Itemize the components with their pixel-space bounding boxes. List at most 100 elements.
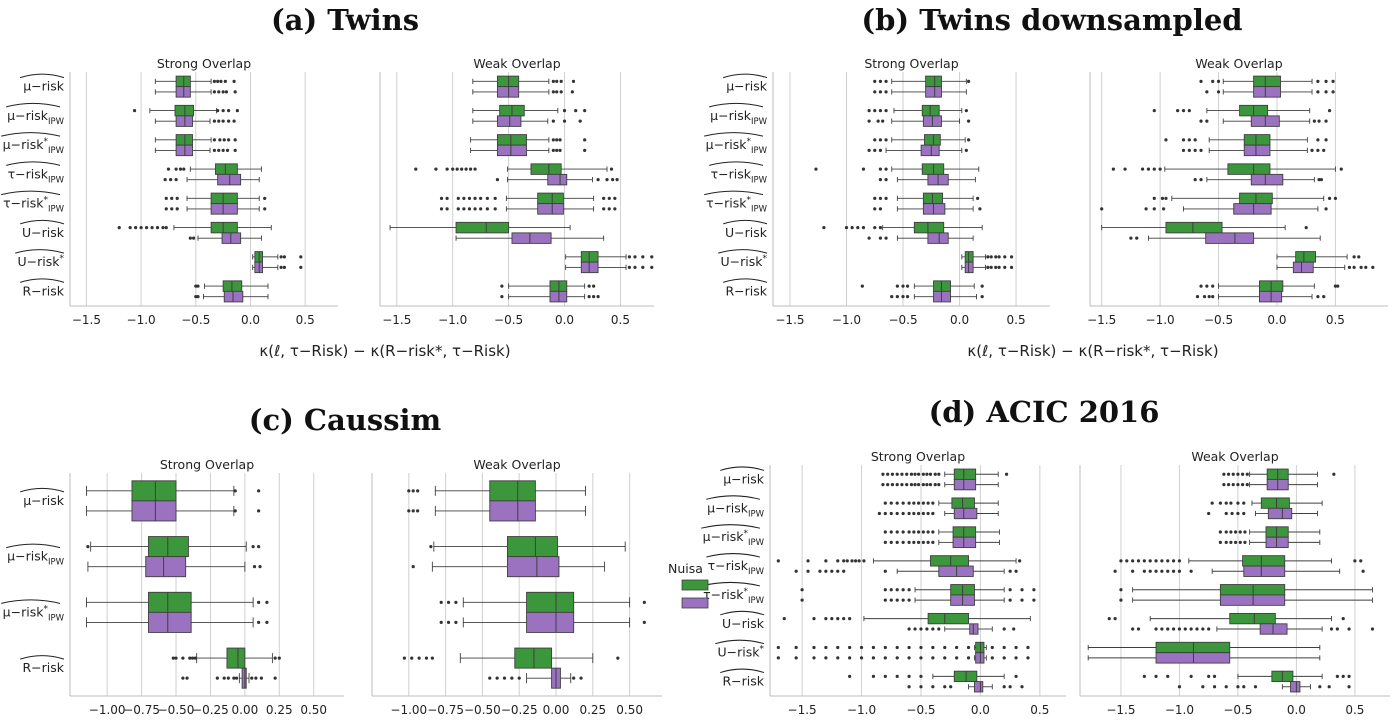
box-green — [530, 163, 562, 175]
outlier-point — [456, 207, 460, 211]
outlier-point — [1142, 569, 1146, 573]
box-purple — [511, 232, 552, 244]
box-green — [496, 134, 527, 146]
y-tick-label: U−risk* — [721, 254, 768, 269]
outlier-point — [1166, 627, 1170, 631]
outlier-point — [410, 656, 414, 660]
x-tick-label: −0.5 — [181, 313, 210, 327]
outlier-point — [219, 79, 223, 83]
outlier-point — [485, 196, 489, 200]
outlier-point — [1347, 674, 1351, 678]
outlier-point — [812, 645, 816, 650]
outlier-point — [1218, 501, 1222, 505]
outlier-point — [1335, 627, 1339, 631]
x-tick-label: −0.5 — [906, 703, 935, 717]
outlier-point — [1177, 627, 1182, 631]
outlier-point — [895, 511, 899, 516]
hat-mark — [723, 278, 768, 283]
outlier-point — [873, 79, 877, 83]
outlier-point — [1322, 148, 1326, 152]
outlier-point — [1032, 598, 1036, 602]
outlier-point — [895, 656, 899, 660]
outlier-point — [814, 167, 818, 171]
x-tick-label: 0.0 — [241, 313, 260, 327]
outlier-point — [1333, 196, 1338, 200]
outlier-point — [907, 501, 911, 505]
outlier-point — [1131, 627, 1135, 631]
outlier-point — [583, 109, 587, 113]
box-purple — [1292, 261, 1314, 274]
box-purple — [933, 290, 951, 303]
outlier-point — [886, 472, 890, 476]
outlier-point — [1324, 79, 1328, 83]
outlier-point — [878, 138, 883, 142]
outlier-point — [1181, 109, 1186, 113]
outlier-point — [997, 255, 1001, 259]
y-tick-label: τ−riskIPW — [711, 166, 768, 185]
outlier-point — [1008, 598, 1012, 602]
box-purple — [1267, 507, 1293, 520]
outlier-point — [884, 138, 888, 142]
box-green — [580, 251, 599, 263]
outlier-point — [615, 178, 619, 182]
outlier-point — [812, 656, 816, 660]
outlier-point — [1171, 627, 1176, 631]
outlier-point — [901, 295, 905, 299]
outlier-point — [551, 79, 555, 83]
panel-title: (a) Twins — [271, 3, 419, 37]
hat-mark — [706, 495, 761, 500]
box-green — [1165, 221, 1223, 234]
outlier-point — [473, 167, 477, 171]
outlier-point — [1242, 511, 1246, 516]
outlier-point — [1211, 284, 1215, 288]
outlier-point — [856, 226, 860, 230]
outlier-point — [479, 207, 483, 211]
outlier-point — [1333, 284, 1338, 288]
outlier-point — [1207, 627, 1211, 631]
outlier-point — [782, 617, 786, 621]
outlier-point — [1002, 685, 1006, 689]
outlier-point — [174, 178, 178, 182]
outlier-point — [602, 196, 606, 200]
outlier-point — [174, 656, 178, 660]
outlier-point — [883, 674, 887, 678]
hat-mark — [6, 161, 61, 166]
box-green — [924, 134, 941, 146]
outlier-point — [254, 676, 258, 680]
outlier-point — [161, 226, 165, 230]
outlier-point — [468, 167, 473, 171]
outlier-point — [473, 196, 477, 200]
box-green — [921, 163, 945, 175]
outlier-point — [919, 685, 923, 689]
y-tick-label: τ−risk*IPW — [3, 196, 65, 215]
hat-mark — [20, 487, 65, 493]
outlier-point — [830, 569, 834, 573]
outlier-point — [966, 645, 971, 650]
box-purple — [925, 86, 942, 98]
outlier-point — [830, 617, 834, 621]
box-purple — [1265, 536, 1289, 549]
outlier-point — [1119, 559, 1123, 563]
outlier-point — [1154, 559, 1158, 563]
outlier-point — [1008, 588, 1012, 592]
outlier-point — [1107, 617, 1111, 621]
outlier-point — [912, 540, 916, 544]
outlier-point — [916, 540, 921, 544]
outlier-point — [1238, 530, 1242, 534]
outlier-point — [555, 148, 559, 152]
x-tick-label: −1.5 — [775, 313, 804, 327]
box-purple — [1290, 681, 1301, 693]
outlier-point — [1242, 501, 1246, 505]
outlier-point — [976, 196, 980, 200]
outlier-point — [273, 656, 277, 660]
outlier-point — [233, 138, 237, 142]
outlier-point — [990, 656, 994, 660]
outlier-point — [806, 569, 810, 573]
box-green — [921, 104, 940, 117]
outlier-point — [1152, 196, 1156, 200]
outlier-point — [900, 483, 904, 487]
x-tick-label: −1.0 — [438, 313, 467, 327]
outlier-point — [1319, 178, 1323, 182]
box-green — [455, 221, 510, 234]
outlier-point — [175, 196, 179, 200]
